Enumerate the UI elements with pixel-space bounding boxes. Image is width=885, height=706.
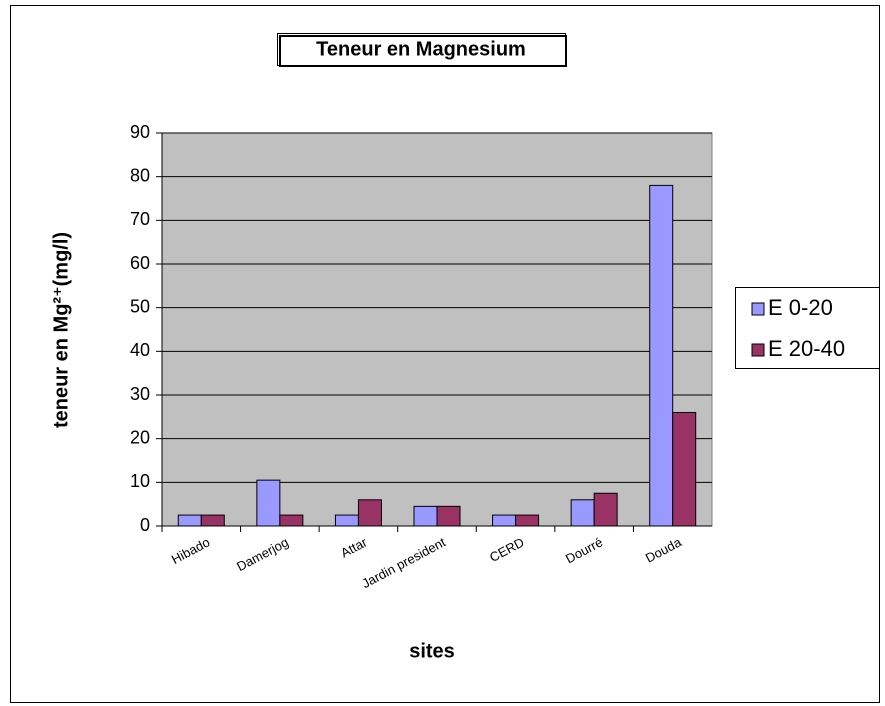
- y-tick-label: 10: [130, 471, 150, 491]
- legend-label: E 20-40: [768, 336, 845, 361]
- bar: [436, 505, 461, 527]
- bar: [649, 184, 674, 527]
- title-box: [277, 33, 566, 66]
- legend-box: [735, 287, 880, 369]
- bar: [279, 514, 304, 527]
- bar: [200, 514, 225, 527]
- legend-swatch: [751, 343, 765, 357]
- bar: [177, 514, 202, 527]
- y-tick-label: 80: [130, 165, 150, 185]
- bar: [672, 411, 697, 527]
- bar: [256, 479, 281, 527]
- y-tick-label: 40: [130, 340, 150, 360]
- y-axis-label: teneur en Mg²⁺(mg/l): [50, 232, 72, 428]
- plot-area: [161, 132, 713, 527]
- x-axis-label: sites: [409, 640, 455, 662]
- y-tick-label: 50: [130, 296, 150, 316]
- bar: [593, 492, 618, 527]
- bar: [570, 499, 595, 527]
- title-box-shadow: [279, 35, 567, 67]
- y-tick-label: 20: [130, 427, 150, 447]
- bar: [515, 514, 540, 527]
- legend-label: E 0-20: [768, 295, 833, 320]
- bar: [492, 514, 517, 527]
- y-tick-label: 0: [140, 515, 150, 535]
- y-tick-label: 90: [130, 122, 150, 142]
- bar: [357, 499, 382, 527]
- chart-title: Teneur en Magnesium: [316, 38, 526, 60]
- bar: [413, 505, 438, 527]
- y-tick-label: 60: [130, 253, 150, 273]
- y-tick-label: 30: [130, 384, 150, 404]
- legend-swatch: [751, 302, 765, 316]
- bar: [334, 514, 359, 527]
- y-tick-label: 70: [130, 209, 150, 229]
